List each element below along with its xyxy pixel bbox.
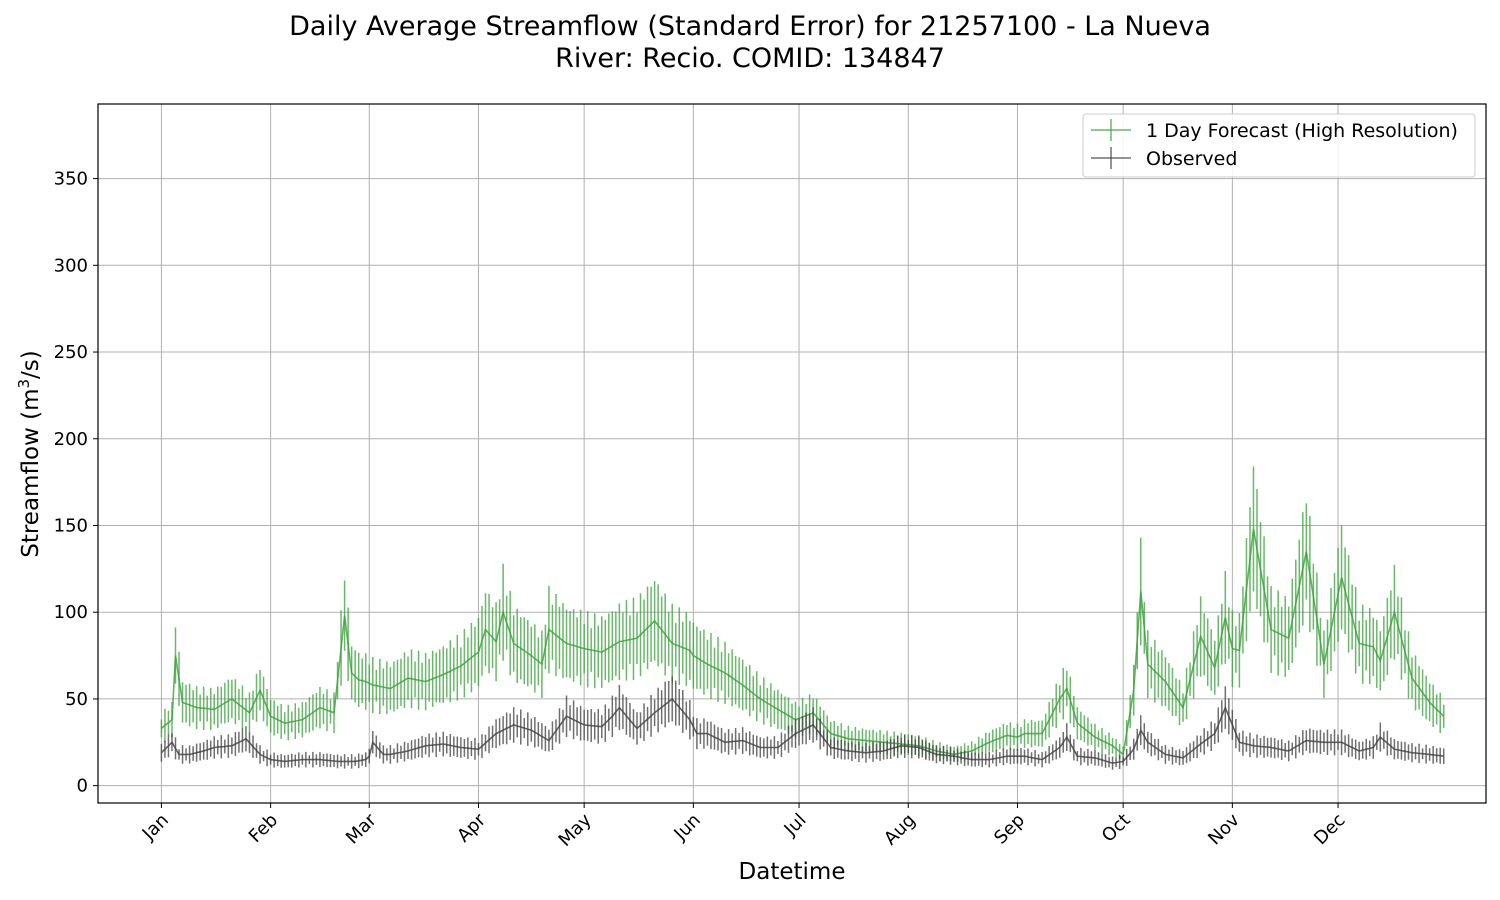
x-tick-label: Sep [990,810,1029,849]
chart-subtitle: River: Recio. COMID: 134847 [555,43,945,74]
series-1 [160,676,1445,770]
y-tick-label: 150 [54,515,88,536]
x-tick-label: Jun [669,810,704,845]
y-tick-label: 300 [54,255,88,276]
legend-box [1082,113,1476,178]
y-axis-label-suffix: /s) [18,350,44,379]
y-axis: 0 50 100 150 200 250 300 350 [54,169,98,797]
x-tick-label: Jul [780,810,811,841]
x-tick-label: Aug [880,810,920,850]
chart-title: Daily Average Streamflow (Standard Error… [289,11,1211,42]
y-tick-label: 50 [65,689,88,710]
x-tick-label: Dec [1310,810,1349,849]
x-tick-label: Apr [453,809,490,846]
x-tick-label: Feb [245,810,282,847]
legend-label-observed: Observed [1146,148,1237,170]
grid-lines [98,104,1486,803]
series-layer [160,466,1445,770]
plot-frame [97,103,1487,804]
x-tick-label: Mar [342,809,381,848]
y-tick-label: 100 [54,602,88,623]
legend: 1 Day Forecast (High Resolution) Observe… [1082,113,1476,178]
legend-label-forecast: 1 Day Forecast (High Resolution) [1146,120,1458,142]
series-0 [160,466,1445,763]
series-line-1 [160,697,1444,764]
y-axis-label: Streamflow (m3/s) [15,350,44,558]
x-tick-label: Nov [1204,809,1244,849]
x-tick-label: Oct [1098,810,1135,847]
y-tick-label: 350 [54,169,88,190]
error-bars-1 [160,676,1445,770]
y-tick-label: 250 [54,342,88,363]
y-axis-label-sup: 3 [15,379,33,389]
x-axis: Jan Feb Mar Apr May Jun Jul Aug Sep Oct Nov Dec [138,803,1350,851]
y-tick-label: 200 [54,429,88,450]
x-tick-label: May [555,809,596,850]
y-axis-label-prefix: Streamflow (m [18,388,44,557]
x-tick-label: Jan [138,810,173,845]
x-axis-label: Datetime [739,859,846,885]
y-tick-label: 0 [77,776,88,797]
